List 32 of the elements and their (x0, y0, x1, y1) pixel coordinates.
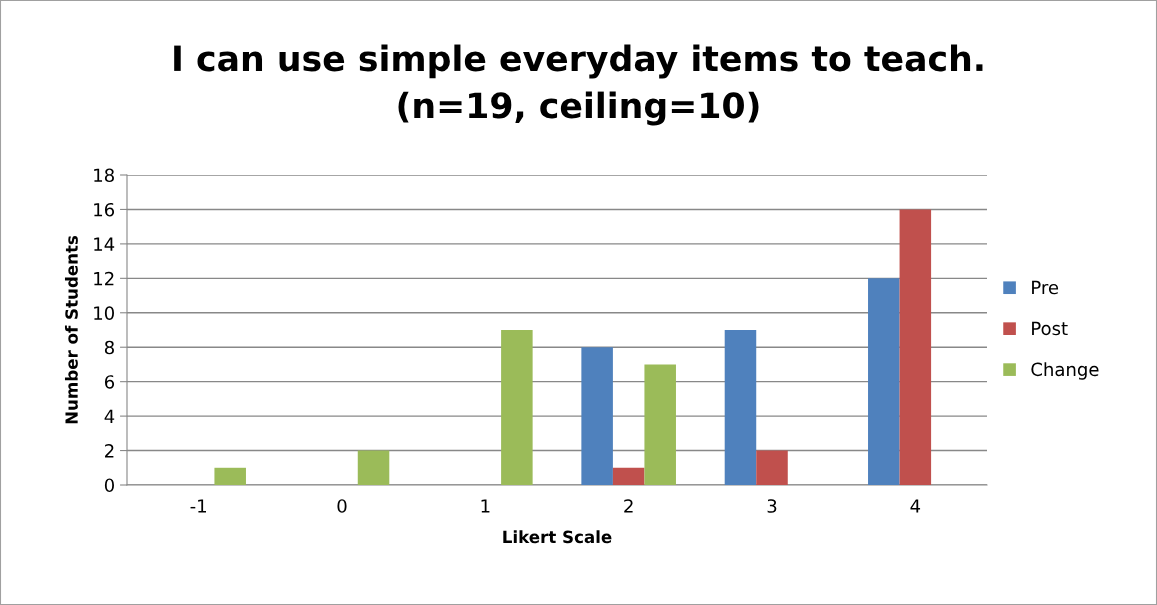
bar (581, 347, 613, 485)
bar (357, 450, 390, 485)
x-axis-title: Likert Scale (503, 530, 612, 544)
y-tick-label: 12 (94, 271, 114, 286)
x-tick-label: -1 (190, 499, 206, 513)
y-tick-label: 2 (105, 444, 114, 458)
x-tick-label: 4 (910, 499, 921, 513)
legend-label: Post (1032, 321, 1068, 336)
y-axis-title: Number of Students (64, 235, 78, 424)
bar (756, 450, 788, 485)
y-tick-label: 4 (104, 409, 115, 423)
legend-label: Change (1031, 362, 1099, 380)
bar (868, 278, 900, 485)
bar (501, 330, 533, 485)
y-tick-label: 14 (94, 237, 115, 251)
bar (214, 467, 246, 485)
bar (644, 364, 676, 485)
y-tick-label: 6 (104, 375, 115, 389)
x-tick-label: 3 (767, 499, 777, 513)
legend-label: Pre (1032, 280, 1059, 295)
y-tick-label: 10 (94, 306, 114, 320)
y-tick-label: 16 (94, 202, 115, 217)
bar (724, 330, 757, 485)
y-tick-label: 8 (104, 340, 114, 355)
bar (612, 467, 645, 485)
y-tick-label: 0 (104, 478, 114, 493)
y-tick-label: 18 (94, 168, 114, 183)
chart-title: I can use simple everyday items to teach. (n=19, ceiling=10) (174, 44, 983, 126)
x-tick-label: 1 (481, 499, 490, 513)
x-tick-label: 0 (337, 499, 347, 513)
bar (899, 209, 932, 485)
x-tick-label: 2 (624, 499, 633, 513)
